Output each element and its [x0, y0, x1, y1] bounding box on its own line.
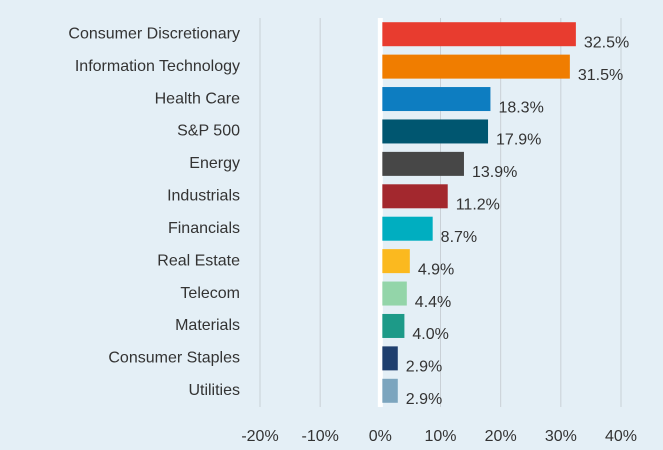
bar	[382, 54, 570, 79]
value-label: 17.9%	[496, 132, 541, 149]
y-tick-label: Utilities	[188, 382, 240, 399]
y-tick-label: Consumer Discretionary	[68, 25, 240, 42]
bar	[382, 216, 433, 241]
value-label: 4.9%	[418, 261, 454, 278]
value-label: 32.5%	[584, 34, 629, 51]
y-tick-label: Telecom	[180, 285, 240, 302]
value-label: 13.9%	[472, 164, 517, 181]
bar	[382, 87, 491, 112]
x-tick-label: -20%	[241, 428, 278, 445]
x-tick-label: 10%	[424, 428, 456, 445]
bar	[382, 22, 576, 47]
value-label: 4.0%	[412, 326, 448, 343]
value-label: 31.5%	[578, 67, 623, 84]
value-label: 2.9%	[406, 391, 442, 408]
y-tick-label: Financials	[168, 220, 240, 237]
y-tick-label: Health Care	[155, 90, 240, 107]
x-tick-label: 40%	[605, 428, 637, 445]
x-tick-label: 20%	[485, 428, 517, 445]
y-tick-label: S&P 500	[177, 123, 240, 140]
bar	[382, 346, 398, 371]
value-label: 4.4%	[415, 294, 451, 311]
value-label: 2.9%	[406, 359, 442, 376]
y-tick-label: Consumer Staples	[108, 350, 240, 367]
bar	[382, 281, 407, 306]
bar	[382, 313, 405, 338]
y-tick-label: Energy	[189, 155, 240, 172]
bar	[382, 119, 489, 144]
y-tick-label: Information Technology	[75, 58, 240, 75]
bar	[382, 184, 448, 209]
bar	[382, 378, 398, 403]
x-tick-label: -10%	[301, 428, 338, 445]
x-tick-label: 0%	[369, 428, 392, 445]
bar	[382, 151, 464, 176]
x-tick-label: 30%	[545, 428, 577, 445]
bar	[382, 249, 410, 274]
y-tick-label: Industrials	[167, 188, 240, 205]
y-tick-label: Real Estate	[157, 252, 240, 269]
value-label: 8.7%	[441, 229, 477, 246]
value-label: 11.2%	[456, 197, 500, 214]
value-label: 18.3%	[498, 99, 543, 116]
y-tick-label: Materials	[175, 317, 240, 334]
